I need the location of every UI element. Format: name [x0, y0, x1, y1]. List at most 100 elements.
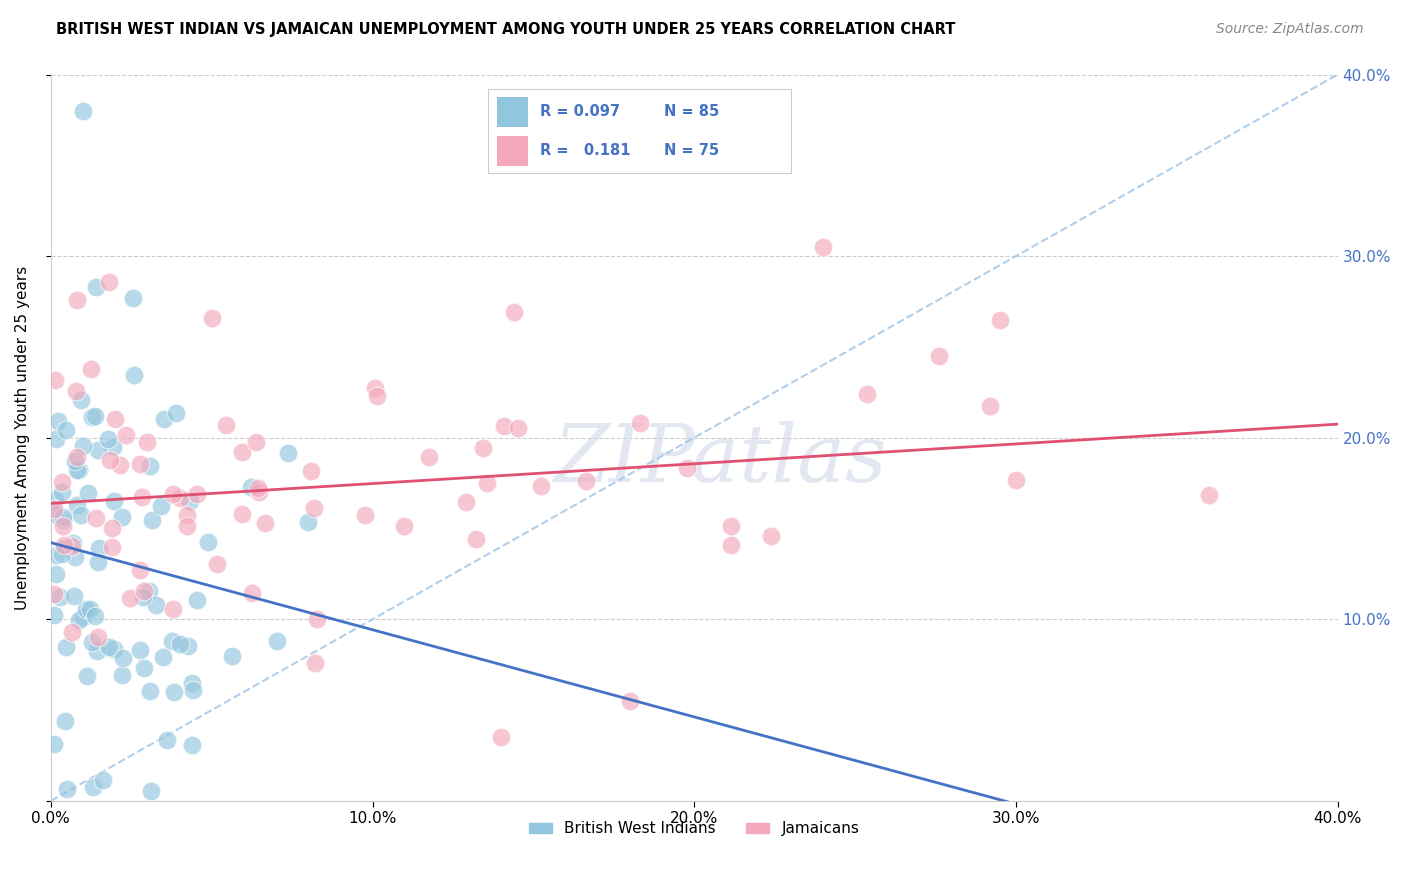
Point [160, 633, 183, 648]
Point [111, 667, 134, 681]
Point [49, 591, 72, 605]
Point [628, 416, 651, 430]
Point [366, 388, 388, 402]
Point [221, 648, 243, 663]
Point [139, 459, 162, 474]
Point [761, 528, 783, 542]
Point [163, 684, 186, 698]
Point [52, 509, 75, 524]
Point [231, 508, 253, 522]
Point [240, 480, 263, 494]
Point [69, 508, 91, 522]
Point [53, 714, 76, 728]
Point [122, 291, 145, 305]
Point [42, 607, 65, 622]
Point [136, 435, 159, 450]
Point [141, 784, 163, 798]
Point [254, 516, 277, 531]
Point [364, 381, 387, 395]
Point [177, 640, 200, 654]
Text: ZIPatlas: ZIPatlas [553, 421, 887, 499]
Point [72, 610, 94, 624]
Point [111, 509, 134, 524]
Point [988, 312, 1011, 326]
Point [150, 499, 173, 513]
Point [475, 475, 498, 490]
Point [66, 293, 89, 308]
Point [855, 387, 877, 401]
Point [70, 393, 93, 408]
Point [60, 624, 83, 639]
Point [394, 519, 416, 533]
Point [181, 676, 204, 690]
Point [76, 669, 98, 683]
Point [86, 643, 108, 657]
Point [65, 462, 87, 476]
Point [179, 493, 201, 508]
Point [266, 634, 288, 648]
Point [1004, 473, 1026, 487]
Point [145, 598, 167, 612]
Point [87, 443, 110, 458]
Y-axis label: Unemployment Among Youth under 25 years: Unemployment Among Youth under 25 years [15, 266, 30, 610]
Point [52, 513, 75, 527]
Point [574, 475, 596, 489]
Point [165, 406, 187, 420]
Point [55, 640, 77, 655]
Point [152, 411, 174, 425]
Point [103, 642, 125, 657]
Point [181, 738, 204, 752]
Point [152, 649, 174, 664]
Point [51, 485, 73, 500]
Point [207, 558, 229, 572]
Point [75, 602, 97, 616]
Point [63, 589, 86, 603]
Point [503, 305, 526, 319]
Point [131, 491, 153, 505]
Point [101, 520, 124, 534]
Point [176, 508, 198, 523]
Point [176, 519, 198, 533]
Point [82, 635, 104, 649]
Point [44, 493, 66, 508]
Point [215, 417, 238, 432]
Point [98, 452, 121, 467]
Point [128, 564, 150, 578]
Point [62, 535, 84, 549]
Point [65, 549, 87, 564]
Point [46, 414, 69, 428]
Point [79, 602, 101, 616]
Point [129, 643, 152, 657]
Point [720, 518, 742, 533]
Point [80, 361, 103, 376]
Point [72, 103, 94, 118]
Text: Source: ZipAtlas.com: Source: ZipAtlas.com [1216, 22, 1364, 37]
Point [132, 590, 155, 604]
Point [979, 399, 1001, 413]
Point [98, 640, 121, 655]
Point [114, 427, 136, 442]
Point [44, 737, 66, 751]
Point [44, 507, 66, 521]
Point [67, 463, 90, 477]
Point [84, 409, 107, 423]
Point [63, 453, 86, 467]
Point [86, 280, 108, 294]
Point [139, 683, 162, 698]
Point [44, 373, 66, 387]
Point [169, 491, 191, 505]
Point [56, 782, 79, 797]
Point [65, 450, 87, 464]
Point [277, 446, 299, 460]
Point [67, 613, 90, 627]
Point [118, 591, 141, 606]
Point [122, 368, 145, 382]
Point [454, 495, 477, 509]
Point [246, 481, 269, 495]
Point [162, 601, 184, 615]
Point [91, 772, 114, 787]
Point [72, 439, 94, 453]
Point [45, 567, 67, 582]
Point [247, 484, 270, 499]
Point [132, 583, 155, 598]
